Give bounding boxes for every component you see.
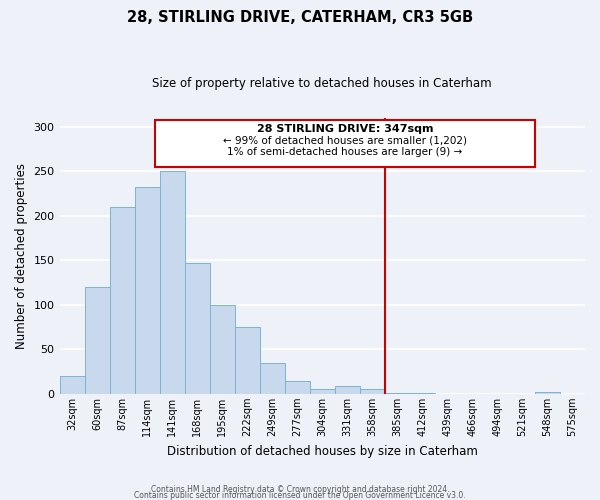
- Bar: [535, 392, 560, 394]
- Bar: [209, 305, 235, 394]
- Bar: [110, 207, 134, 394]
- Bar: [385, 393, 410, 394]
- Bar: [285, 380, 310, 394]
- Bar: [410, 393, 435, 394]
- Bar: [360, 388, 385, 394]
- X-axis label: Distribution of detached houses by size in Caterham: Distribution of detached houses by size …: [167, 444, 478, 458]
- Bar: [235, 327, 260, 394]
- FancyBboxPatch shape: [155, 120, 535, 167]
- Bar: [160, 172, 185, 394]
- Title: Size of property relative to detached houses in Caterham: Size of property relative to detached ho…: [152, 78, 492, 90]
- Text: 1% of semi-detached houses are larger (9) →: 1% of semi-detached houses are larger (9…: [227, 146, 463, 156]
- Y-axis label: Number of detached properties: Number of detached properties: [15, 163, 28, 349]
- Text: 28, STIRLING DRIVE, CATERHAM, CR3 5GB: 28, STIRLING DRIVE, CATERHAM, CR3 5GB: [127, 10, 473, 25]
- Text: ← 99% of detached houses are smaller (1,202): ← 99% of detached houses are smaller (1,…: [223, 136, 467, 146]
- Bar: [335, 386, 360, 394]
- Bar: [260, 362, 285, 394]
- Text: Contains public sector information licensed under the Open Government Licence v3: Contains public sector information licen…: [134, 490, 466, 500]
- Bar: [85, 287, 110, 394]
- Text: 28 STIRLING DRIVE: 347sqm: 28 STIRLING DRIVE: 347sqm: [257, 124, 433, 134]
- Bar: [185, 263, 209, 394]
- Bar: [310, 390, 335, 394]
- Bar: [59, 376, 85, 394]
- Text: Contains HM Land Registry data © Crown copyright and database right 2024.: Contains HM Land Registry data © Crown c…: [151, 484, 449, 494]
- Bar: [134, 188, 160, 394]
